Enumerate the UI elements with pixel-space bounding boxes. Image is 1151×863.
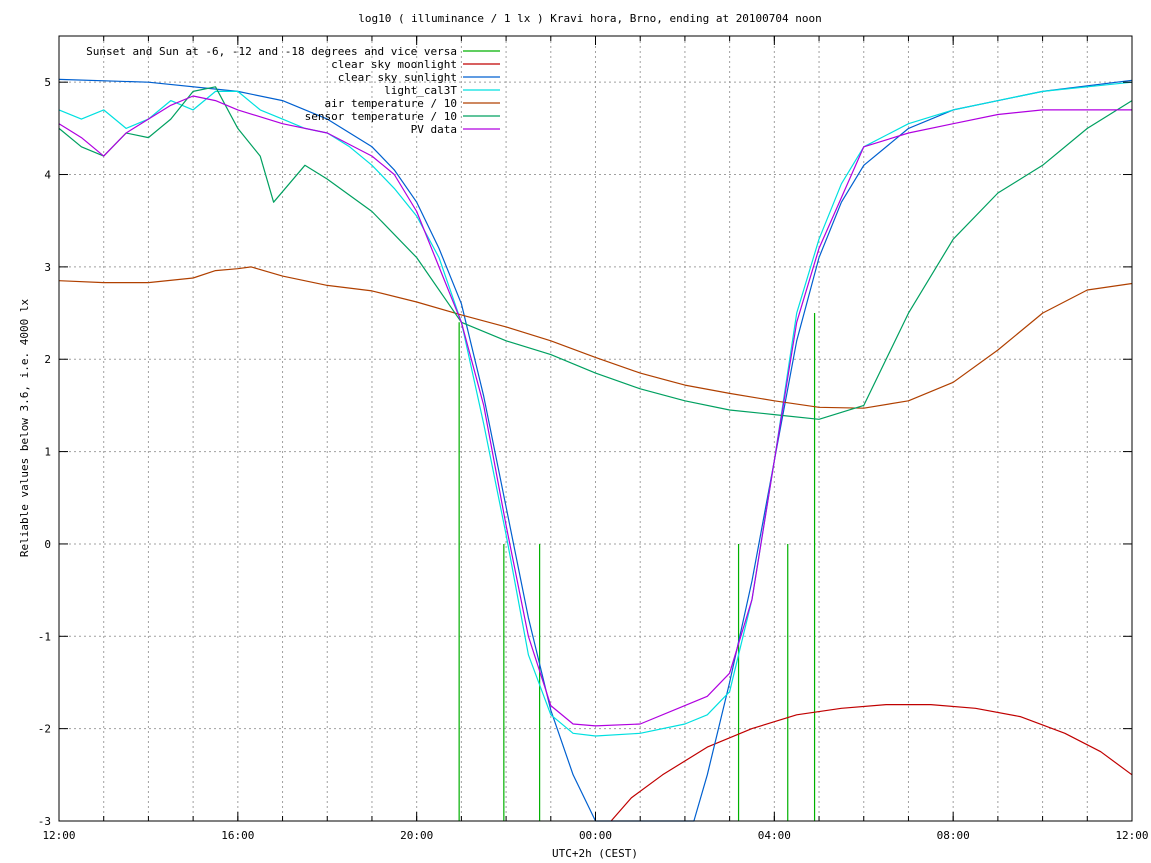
y-axis-label: Reliable values below 3.6, i.e. 4000 lx (18, 298, 31, 557)
legend-label: air temperature / 10 (325, 97, 457, 110)
series-air-temperature-10 (58, 266, 1133, 409)
legend-label: light_cal3T (384, 84, 457, 97)
axes: 12:00 16:00 20:00 00:00 04:00 08:00 12:00-3-2-… (38, 36, 1149, 842)
legend-label: sensor temperature / 10 (305, 110, 457, 123)
series-clear-sky-moonlight (610, 704, 1133, 822)
y-tick-label: 5 (44, 76, 51, 89)
x-tick-label: 16:00 (221, 829, 254, 842)
y-tick-label: 1 (44, 446, 51, 459)
y-tick-label: -3 (38, 815, 51, 828)
y-tick-label: 2 (44, 353, 51, 366)
x-tick-label: 12:00 (42, 829, 75, 842)
y-tick-label: -2 (38, 723, 51, 736)
plot-frame (58, 35, 1133, 822)
y-tick-label: 3 (44, 261, 51, 274)
x-tick-label: 00:00 (579, 829, 612, 842)
legend-label: clear sky sunlight (338, 71, 457, 84)
y-tick-label: 0 (44, 538, 51, 551)
series-light-cal3t (58, 81, 1133, 737)
grid-lines (59, 36, 1132, 821)
series-pv-data (58, 95, 1132, 727)
legend-label: Sunset and Sun at -6, -12 and -18 degree… (86, 45, 457, 58)
y-tick-label: 4 (44, 169, 51, 182)
x-axis-label: UTC+2h (CEST) (552, 847, 638, 860)
x-tick-label: 04:00 (758, 829, 791, 842)
y-tick-label: -1 (38, 630, 51, 643)
legend: Sunset and Sun at -6, -12 and -18 degree… (86, 45, 500, 136)
series-sunset-and-sun-at-6-12-and-18-degrees-and-vice-versa (458, 313, 816, 821)
x-tick-label: 20:00 (400, 829, 433, 842)
plot-series (58, 78, 1133, 822)
x-tick-label: 08:00 (937, 829, 970, 842)
x-tick-label: 12:00 (1115, 829, 1148, 842)
legend-label: PV data (411, 123, 457, 136)
chart-title: log10 ( illuminance / 1 lx ) Kravi hora,… (358, 12, 822, 25)
legend-label: clear sky moonlight (331, 58, 457, 71)
series-clear-sky-sunlight (58, 78, 1133, 822)
